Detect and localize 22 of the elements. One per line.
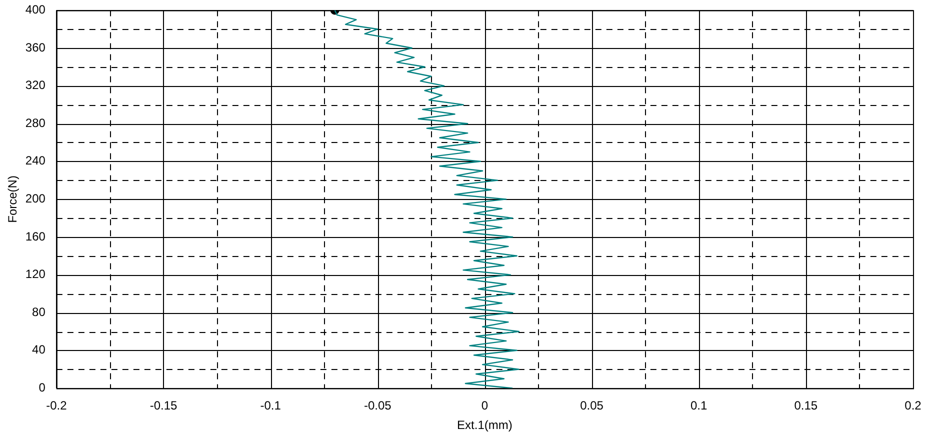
y-tick-label: 0 bbox=[38, 380, 46, 395]
y-tick-label: 320 bbox=[25, 78, 46, 92]
y-tick-label: 120 bbox=[25, 267, 46, 282]
x-tick-label: 0.05 bbox=[580, 398, 604, 413]
x-tick-label: 0.15 bbox=[794, 398, 818, 413]
x-tick-label: -0.05 bbox=[364, 398, 392, 413]
x-tick-label: 0 bbox=[481, 398, 488, 413]
x-tick-label: -0.15 bbox=[150, 398, 178, 413]
y-tick-label: 160 bbox=[25, 229, 46, 244]
y-tick-label: 240 bbox=[25, 154, 46, 168]
x-axis-title: Ext.1(mm) bbox=[457, 418, 512, 432]
y-tick-label: 400 bbox=[25, 2, 46, 17]
y-tick-label: 80 bbox=[32, 304, 46, 319]
y-tick-label: 200 bbox=[25, 192, 46, 206]
x-tick-label: -0.2 bbox=[46, 398, 68, 413]
y-tick-label: 40 bbox=[32, 342, 46, 357]
y-axis-title: Force(N) bbox=[6, 176, 20, 223]
y-tick-label: 360 bbox=[25, 40, 46, 54]
x-tick-label: -0.1 bbox=[260, 398, 282, 413]
x-tick-label: 0.2 bbox=[904, 398, 922, 413]
x-tick-label: 0.1 bbox=[690, 398, 708, 413]
y-tick-label: 280 bbox=[25, 116, 46, 130]
